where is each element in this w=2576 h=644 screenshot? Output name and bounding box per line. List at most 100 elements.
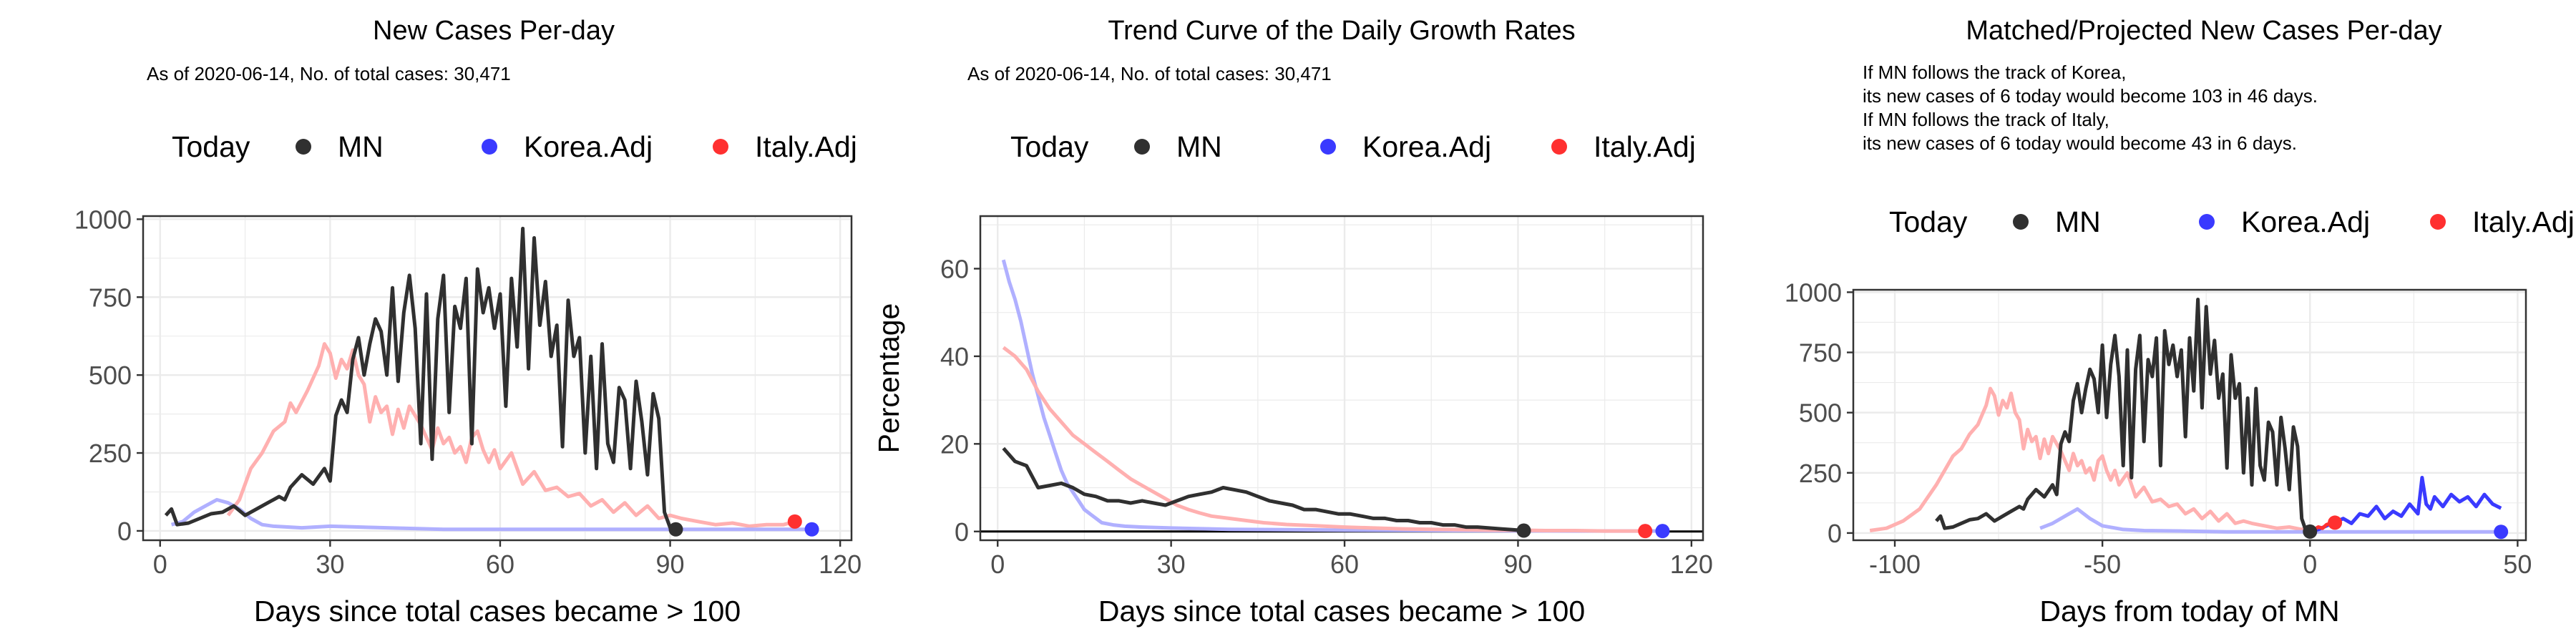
legend-label-italy: Italy.Adj [755,130,857,163]
series-group [1001,259,1663,533]
y-tick-label: 60 [940,254,969,283]
x-tick-label: 30 [316,550,344,579]
x-tick-label: 60 [1330,550,1359,579]
y-tick-label: 1000 [1785,278,1842,307]
y-tick-label: 1000 [74,205,132,234]
x-tick-label: 50 [2503,550,2532,579]
legend-label-italy: Italy.Adj [2472,205,2575,238]
legend-label-mn: MN [1176,130,1222,163]
today-markers [1516,523,1670,539]
chart-subtitle-line: its new cases of 6 today would become 43… [1863,132,2297,154]
today-marker-italy [2328,515,2343,530]
y-tick-label: 0 [955,517,969,547]
chart-title: Trend Curve of the Daily Growth Rates [1108,16,1575,46]
x-tick-label: 120 [819,550,862,579]
today-marker-mn [2303,524,2318,539]
x-tick-label: -100 [1869,550,1921,579]
series-line-korea [170,497,812,532]
series-group [1869,298,2502,534]
y-tick-label: 0 [117,517,132,546]
today-marker-mn [1516,523,1531,538]
legend-dot-mn [2013,214,2029,230]
series-line-mn [164,226,677,532]
plot-border [979,215,1704,542]
legend-dot-mn [296,139,311,155]
chart-subtitle-line: If MN follows the track of Korea, [1863,62,2126,83]
series-line-mn [1935,298,2311,534]
legend-dot-korea [2199,214,2215,230]
x-axis-label: Days from today of MN [2039,595,2339,628]
x-tick-label: 90 [656,550,685,579]
legend-dot-italy [713,139,728,155]
x-tick-label: 0 [990,550,1005,579]
legend: Today MN Korea.Adj Italy.Adj [1889,205,2575,238]
axis-ticks: 0 30 60 90 120 0 250 500 750 1000 [74,205,862,579]
y-tick-label: 750 [89,283,132,312]
plot-area [980,216,1703,540]
series-line-mn [1002,447,1524,532]
series-line-italy [226,342,796,528]
legend-label-korea: Korea.Adj [524,130,653,163]
x-tick-label: 0 [153,550,167,579]
chart-subtitle: As of 2020-06-14, No. of total cases: 30… [967,63,1332,84]
today-markers [668,514,819,537]
gridlines [980,216,1703,540]
chart-panel-1: New Cases Per-day As of 2020-06-14, No. o… [74,16,862,628]
plot-area [143,216,852,540]
y-tick-label: 750 [1799,338,1842,368]
axis-ticks: 0 30 60 90 120 0 20 40 60 [940,254,1713,579]
today-marker-korea [2494,525,2509,540]
y-tick-label: 0 [1828,519,1842,548]
x-tick-label: 120 [1670,550,1713,579]
legend-title: Today [172,130,250,163]
y-tick-label: 500 [89,361,132,390]
chart-subtitle-line: If MN follows the track of Italy, [1863,109,2109,130]
x-tick-label: -50 [2084,550,2121,579]
legend-label-korea: Korea.Adj [1362,130,1491,163]
legend-label-italy: Italy.Adj [1594,130,1696,163]
legend-label-korea: Korea.Adj [2241,205,2370,238]
legend-dot-italy [2430,214,2446,230]
x-tick-label: 60 [486,550,514,579]
legend-label-mn: MN [338,130,384,163]
x-tick-label: 0 [2303,550,2317,579]
chart-subtitle-line: its new cases of 6 today would become 10… [1863,85,2318,107]
today-marker-mn [668,522,683,537]
legend-title: Today [1010,130,1089,163]
today-marker-korea [804,522,819,537]
series-group [164,226,812,532]
y-tick-label: 250 [89,439,132,468]
series-line-italy [1002,346,1646,533]
y-tick-label: 20 [940,429,969,459]
legend-title: Today [1889,205,1968,238]
today-marker-korea [1655,524,1670,539]
series-line-italy_faded [1869,386,2307,532]
y-tick-label: 500 [1799,399,1842,428]
today-markers [2303,515,2509,540]
legend-dot-korea [1320,139,1336,155]
legend-label-mn: MN [2055,205,2101,238]
y-axis-label: Percentage [872,303,905,454]
y-tick-label: 250 [1799,459,1842,488]
series-line-korea [2309,476,2502,534]
today-marker-italy [787,514,802,529]
legend: Today MN Korea.Adj Italy.Adj [1010,130,1696,163]
legend-dot-italy [1551,139,1567,155]
legend-dot-korea [482,139,497,155]
legend: Today MN Korea.Adj Italy.Adj [172,130,857,163]
x-tick-label: 90 [1503,550,1532,579]
plot-border [142,215,853,542]
plot-border [1852,288,2527,542]
chart-panel-3: Matched/Projected New Cases Per-day If MN… [1785,16,2575,628]
chart-subtitle: As of 2020-06-14, No. of total cases: 30… [147,63,511,84]
series-line-korea_faded [2039,507,2502,534]
chart-title: New Cases Per-day [373,16,615,46]
chart-title: Matched/Projected New Cases Per-day [1966,16,2441,46]
legend-dot-mn [1134,139,1150,155]
today-marker-italy [1638,524,1653,539]
series-line-korea [1001,259,1663,533]
chart-panel-2: Trend Curve of the Daily Growth Rates As … [872,16,1713,628]
x-tick-label: 30 [1157,550,1186,579]
